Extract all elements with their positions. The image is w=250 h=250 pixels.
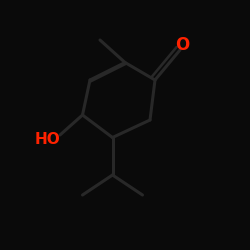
Text: O: O (176, 36, 190, 54)
Text: HO: HO (34, 132, 60, 148)
